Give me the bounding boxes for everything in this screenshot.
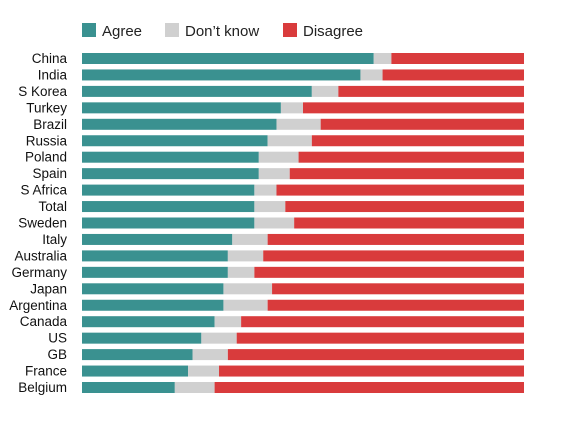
category-label-canada: Canada xyxy=(20,314,68,329)
bar-segment-canada-agree xyxy=(82,316,215,328)
bar-segment-france-agree xyxy=(82,365,189,377)
bar-segment-china-agree xyxy=(82,53,374,64)
legend-label-disagree: Disagree xyxy=(303,23,363,40)
legend: Agree Don’t know Disagree xyxy=(82,23,363,40)
bar-segment-us-disagree xyxy=(236,332,524,344)
bar-segment-italy-agree xyxy=(82,233,233,245)
bar-segment-poland-disagree xyxy=(298,151,524,163)
bar-segment-poland-agree xyxy=(82,151,259,163)
bar-segment-australia-disagree xyxy=(263,250,524,262)
category-label-italy: Italy xyxy=(42,232,67,247)
category-label-brazil: Brazil xyxy=(33,117,67,132)
bar-segment-belgium-agree xyxy=(82,382,175,393)
bar-segment-brazil-disagree xyxy=(320,118,524,130)
bar-segment-germany-disagree xyxy=(254,266,524,278)
bar-segment-turkey-disagree xyxy=(303,102,524,114)
bar-segment-japan-disagree xyxy=(272,283,524,295)
bar-segment-india-agree xyxy=(82,69,361,81)
bar-segment-spain-disagree xyxy=(289,168,524,180)
bar-segment-s-africa-disagree xyxy=(276,184,524,196)
category-label-germany: Germany xyxy=(11,265,67,280)
bar-segment-france-don-t-know xyxy=(188,365,220,377)
category-label-india: India xyxy=(38,67,68,82)
bar-segment-turkey-don-t-know xyxy=(280,102,303,114)
bar-segment-argentina-disagree xyxy=(267,299,524,311)
bar-segment-argentina-don-t-know xyxy=(223,299,268,311)
bar-segment-italy-disagree xyxy=(267,233,524,245)
bar-segment-brazil-don-t-know xyxy=(276,118,321,130)
bar-segment-germany-agree xyxy=(82,266,228,278)
bar-segment-india-disagree xyxy=(382,69,524,81)
bar-segment-s-korea-agree xyxy=(82,85,312,97)
bar-segment-italy-don-t-know xyxy=(232,233,268,245)
bar-segment-s-africa-agree xyxy=(82,184,255,196)
bar-segment-gb-don-t-know xyxy=(192,349,228,361)
category-label-belgium: Belgium xyxy=(18,380,67,395)
bar-segment-belgium-disagree xyxy=(214,382,524,393)
bar-segment-poland-don-t-know xyxy=(258,151,299,163)
bar-segment-india-don-t-know xyxy=(360,69,383,81)
bar-segment-brazil-agree xyxy=(82,118,277,130)
bar-segment-argentina-agree xyxy=(82,299,224,311)
bar-segment-russia-agree xyxy=(82,135,268,147)
bar-segment-total-don-t-know xyxy=(254,201,286,213)
category-label-china: China xyxy=(32,51,68,66)
bar-segment-total-agree xyxy=(82,201,255,213)
bar-segment-china-disagree xyxy=(391,53,524,64)
bar-segment-russia-don-t-know xyxy=(267,135,312,147)
bar-segment-s-korea-don-t-know xyxy=(311,85,339,97)
bar-segment-belgium-don-t-know xyxy=(174,382,215,393)
category-label-japan: Japan xyxy=(30,281,67,296)
legend-swatch-disagree xyxy=(283,23,297,37)
bar-segment-sweden-disagree xyxy=(294,217,524,229)
bar-segment-gb-agree xyxy=(82,349,193,361)
bar-segment-russia-disagree xyxy=(311,135,524,147)
category-label-australia: Australia xyxy=(14,248,67,263)
bar-segment-france-disagree xyxy=(219,365,524,377)
category-label-gb: GB xyxy=(47,347,67,362)
bar-segment-canada-disagree xyxy=(241,316,524,328)
bar-segment-japan-don-t-know xyxy=(223,283,273,295)
category-label-s-korea: S Korea xyxy=(18,84,67,99)
bar-segment-gb-disagree xyxy=(227,349,525,361)
category-label-france: France xyxy=(25,364,67,379)
category-label-argentina: Argentina xyxy=(9,298,67,313)
bar-segment-australia-agree xyxy=(82,250,228,262)
legend-label-don-t-know: Don’t know xyxy=(185,23,259,40)
bar-segment-japan-agree xyxy=(82,283,224,295)
bar-segment-australia-don-t-know xyxy=(227,250,264,262)
bars xyxy=(82,53,525,393)
bar-segment-s-korea-disagree xyxy=(338,85,524,97)
legend-swatch-don-t-know xyxy=(165,23,179,37)
category-label-us: US xyxy=(48,331,67,346)
bar-segment-turkey-agree xyxy=(82,102,281,114)
category-label-turkey: Turkey xyxy=(26,100,67,115)
bar-segment-china-don-t-know xyxy=(373,53,392,64)
bar-segment-germany-don-t-know xyxy=(227,266,255,278)
legend-swatch-agree xyxy=(82,23,96,37)
category-label-total: Total xyxy=(38,199,67,214)
category-label-poland: Poland xyxy=(25,150,67,165)
bar-segment-s-africa-don-t-know xyxy=(254,184,277,196)
bar-segment-us-agree xyxy=(82,332,202,344)
category-label-s-africa: S Africa xyxy=(20,183,67,198)
category-label-sweden: Sweden xyxy=(18,216,67,231)
bar-segment-us-don-t-know xyxy=(201,332,237,344)
legend-label-agree: Agree xyxy=(102,23,142,40)
bar-segment-spain-agree xyxy=(82,168,259,180)
bar-segment-sweden-agree xyxy=(82,217,255,229)
bar-segment-sweden-don-t-know xyxy=(254,217,295,229)
category-label-russia: Russia xyxy=(26,133,68,148)
category-label-spain: Spain xyxy=(32,166,67,181)
bar-segment-spain-don-t-know xyxy=(258,168,290,180)
bar-segment-canada-don-t-know xyxy=(214,316,242,328)
bar-segment-total-disagree xyxy=(285,201,524,213)
